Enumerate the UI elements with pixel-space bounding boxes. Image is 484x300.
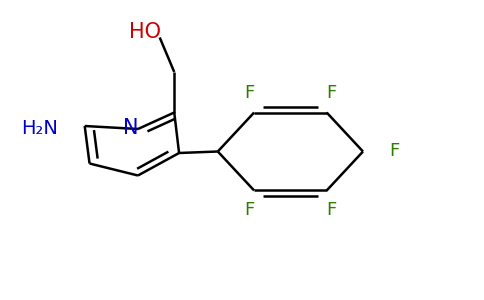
Text: F: F <box>389 142 400 160</box>
Text: N: N <box>123 118 138 138</box>
Text: H₂N: H₂N <box>21 118 58 138</box>
Text: HO: HO <box>129 22 161 41</box>
Text: F: F <box>326 201 337 219</box>
Text: F: F <box>244 201 255 219</box>
Text: F: F <box>244 84 255 102</box>
Text: F: F <box>326 84 337 102</box>
